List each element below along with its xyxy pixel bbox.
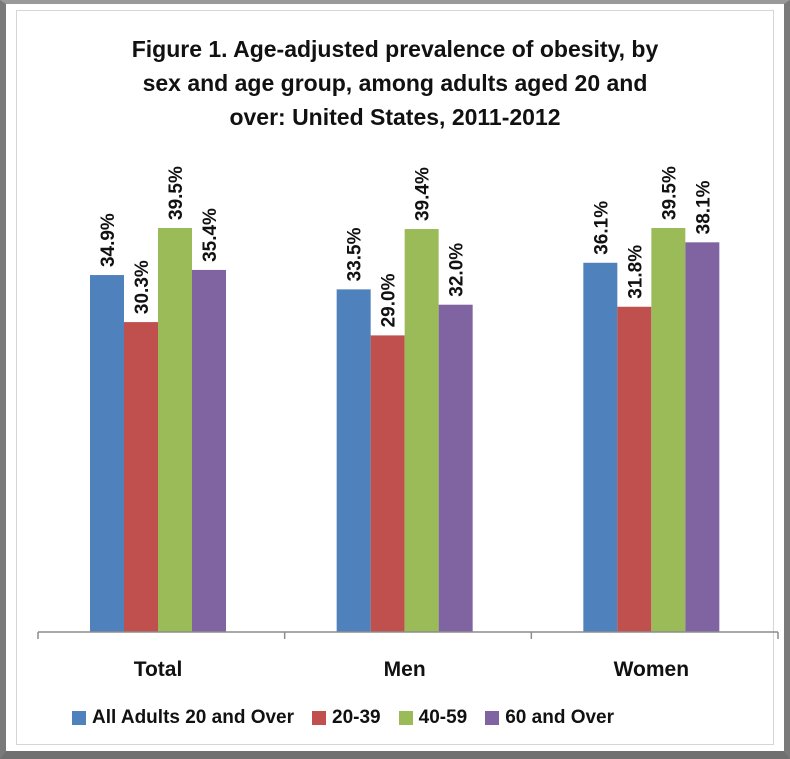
- data-label-women-all-adults-20-and-over: 36.1%: [591, 201, 612, 255]
- bar-total-40-59: [158, 228, 192, 632]
- legend-item-60-and-over: 60 and Over: [485, 707, 614, 729]
- bar-women-60-and-over: [685, 242, 720, 633]
- chart-legend: All Adults 20 and Over 20-39 40-59 60 and O…: [72, 704, 632, 732]
- bar-women-20-39: [617, 306, 652, 632]
- chart-title-line-2: sex and age group, among adults aged 20 …: [142, 70, 648, 96]
- legend-item-all-adults-20-and-over: All Adults 20 and Over: [72, 707, 294, 729]
- legend-swatch: [485, 711, 500, 725]
- bar-total-60-and-over: [192, 269, 226, 632]
- chart-title-line-1: Figure 1. Age-adjusted prevalence of obe…: [131, 36, 659, 62]
- data-label-total-all-adults-20-and-over: 34.9%: [98, 213, 119, 267]
- legend-item-20-39: 20-39: [312, 707, 381, 729]
- legend-swatch: [398, 711, 413, 725]
- chart-title: Figure 1. Age-adjusted prevalence of obe…: [40, 32, 750, 134]
- data-label-women-20-39: 31.8%: [625, 245, 646, 299]
- chart-area-border: [16, 10, 774, 745]
- category-label-women: Women: [614, 658, 689, 681]
- bar-men-all-adults-20-and-over: [336, 289, 371, 632]
- legend-swatch: [312, 711, 327, 725]
- legend-swatch: [72, 711, 86, 725]
- legend-label: 40-59: [418, 707, 468, 728]
- bar-men-40-59: [404, 229, 439, 633]
- data-label-total-40-59: 39.5%: [166, 166, 187, 220]
- bar-total-all-adults-20-and-over: [90, 275, 124, 632]
- category-label-total: Total: [134, 658, 183, 681]
- data-label-men-40-59: 39.4%: [413, 167, 434, 221]
- bar-men-20-39: [370, 335, 405, 632]
- data-label-men-20-39: 29.0%: [379, 273, 400, 327]
- category-label-men: Men: [384, 658, 426, 681]
- data-label-women-60-and-over: 38.1%: [693, 180, 714, 234]
- data-label-women-40-59: 39.5%: [659, 166, 680, 220]
- data-label-men-all-adults-20-and-over: 33.5%: [345, 227, 366, 281]
- data-label-men-60-and-over: 32.0%: [447, 243, 468, 297]
- bar-women-40-59: [651, 228, 686, 632]
- bar-total-20-39: [124, 322, 158, 632]
- legend-label: All Adults 20 and Over: [92, 707, 295, 728]
- data-label-total-60-and-over: 35.4%: [200, 208, 221, 262]
- data-label-total-20-39: 30.3%: [132, 260, 153, 314]
- legend-label: 20-39: [332, 707, 381, 728]
- legend-item-40-59: 40-59: [398, 707, 468, 729]
- chart-title-line-3: over: United States, 2011-2012: [229, 104, 561, 130]
- bar-women-all-adults-20-and-over: [583, 262, 618, 632]
- bar-men-60-and-over: [438, 304, 473, 632]
- legend-label: 60 and Over: [505, 707, 615, 728]
